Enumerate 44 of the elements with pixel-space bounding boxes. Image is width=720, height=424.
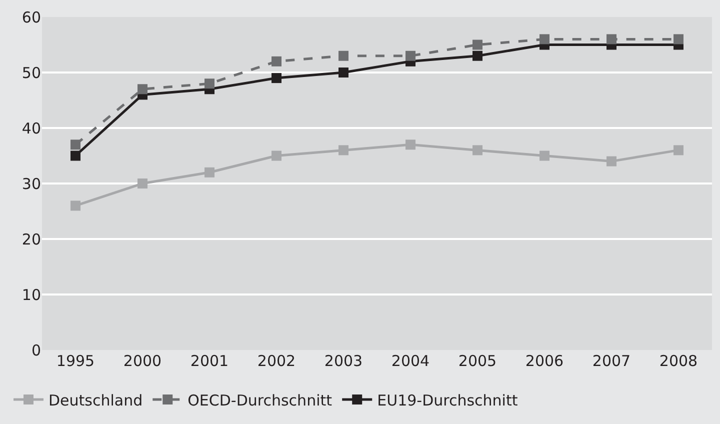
point (406, 140, 416, 150)
point (472, 145, 482, 156)
x-tick-label: 2005 (458, 352, 497, 370)
point (540, 150, 550, 161)
point (606, 34, 616, 44)
x-tick-label: 2006 (525, 352, 564, 370)
point (272, 150, 282, 161)
point (70, 200, 80, 211)
point (204, 167, 214, 178)
point (472, 40, 482, 50)
y-tick-label: 60 (22, 8, 41, 26)
point (138, 84, 148, 94)
x-tick-label: 2000 (123, 352, 162, 370)
x-tick-label: 2008 (659, 352, 698, 370)
point (540, 34, 550, 44)
point (674, 34, 684, 44)
x-tick-label: 2004 (391, 352, 430, 370)
legend-label: OECD-Durchschnitt (188, 391, 332, 410)
point (338, 50, 348, 61)
x-tick-label: 2002 (257, 352, 296, 370)
y-tick-label: 0 (31, 341, 41, 360)
point (204, 78, 214, 89)
point (272, 56, 282, 66)
y-tick-label: 10 (22, 286, 41, 304)
point (406, 50, 416, 61)
point (606, 156, 616, 166)
point (70, 140, 80, 150)
point (138, 178, 148, 188)
point (70, 150, 80, 161)
y-tick-label: 40 (22, 119, 41, 138)
x-tick-label: 1995 (56, 352, 95, 370)
x-tick-label: 2001 (190, 352, 229, 370)
y-tick-label: 20 (22, 230, 41, 248)
y-tick-label: 50 (22, 64, 41, 82)
point (272, 73, 282, 84)
x-tick-label: 2003 (324, 352, 363, 370)
legend-label: EU19-Durchschnitt (377, 391, 518, 410)
point (338, 145, 348, 156)
point (338, 68, 348, 78)
point (674, 145, 684, 156)
x-tick-label: 2007 (592, 352, 631, 370)
point (472, 50, 482, 61)
y-tick-label: 30 (22, 174, 41, 193)
legend-label: Deutschland (48, 391, 143, 410)
